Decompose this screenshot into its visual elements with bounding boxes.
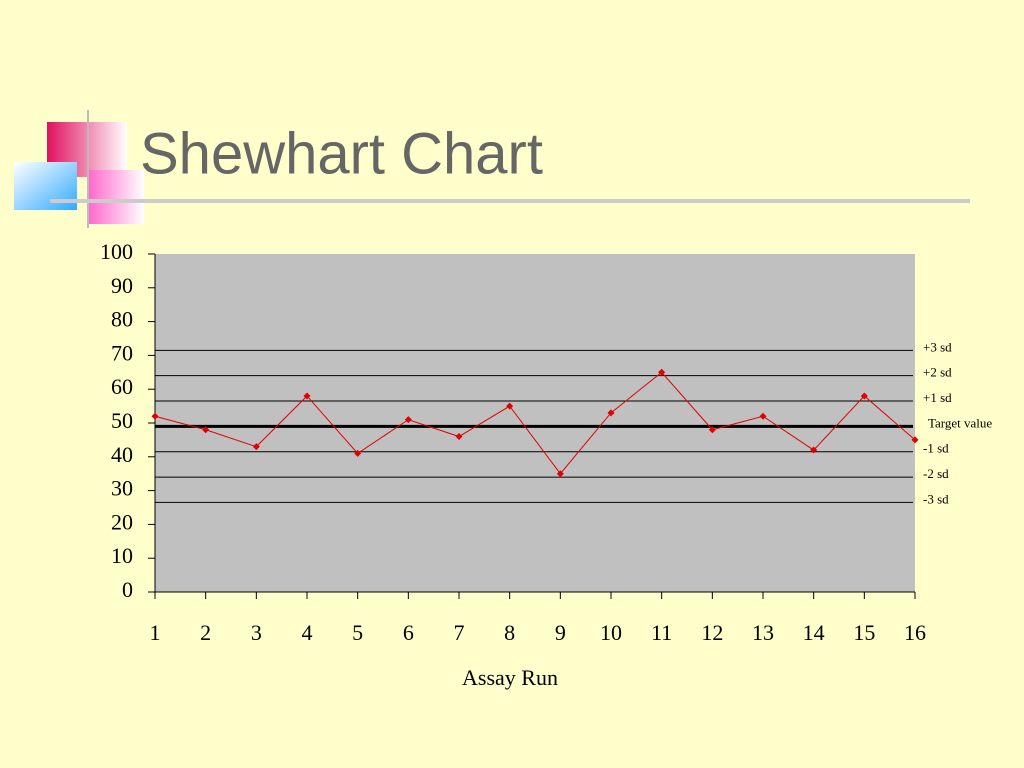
data-point — [455, 433, 463, 441]
x-axis-label: Assay Run — [462, 665, 558, 690]
x-tick-label: 1 — [150, 620, 161, 645]
reference-label: Target value — [928, 415, 992, 430]
data-point — [911, 436, 919, 444]
data-point — [556, 470, 564, 478]
y-tick-label: 50 — [111, 408, 133, 433]
y-tick-label: 10 — [111, 543, 133, 568]
y-tick-label: 0 — [122, 577, 133, 602]
reference-label: +3 sd — [923, 339, 952, 354]
x-tick-label: 12 — [701, 620, 723, 645]
data-point — [810, 446, 818, 454]
data-point — [708, 426, 716, 434]
data-point — [404, 416, 412, 424]
data-point — [860, 392, 868, 400]
data-point — [607, 409, 615, 417]
x-tick-label: 2 — [200, 620, 211, 645]
x-tick-label: 8 — [504, 620, 515, 645]
data-point — [658, 368, 666, 376]
x-tick-label: 5 — [352, 620, 363, 645]
data-point — [506, 402, 514, 410]
reference-label: +2 sd — [923, 365, 952, 380]
decor-square — [88, 170, 144, 224]
reference-label: -1 sd — [923, 441, 949, 456]
chart-title: Shewhart Chart — [140, 121, 543, 186]
reference-label: +1 sd — [923, 390, 952, 405]
x-tick-label: 14 — [803, 620, 825, 645]
x-tick-label: 11 — [651, 620, 672, 645]
x-tick-label: 13 — [752, 620, 774, 645]
reference-label: -3 sd — [923, 491, 949, 506]
plot-area — [155, 254, 915, 592]
x-tick-label: 6 — [403, 620, 414, 645]
data-point — [354, 449, 362, 457]
data-point — [759, 412, 767, 420]
x-tick-label: 9 — [555, 620, 566, 645]
y-tick-label: 70 — [111, 340, 133, 365]
y-tick-label: 60 — [111, 374, 133, 399]
x-tick-label: 16 — [904, 620, 926, 645]
y-tick-label: 100 — [100, 239, 133, 264]
x-tick-label: 10 — [600, 620, 622, 645]
data-point — [151, 412, 159, 420]
x-tick-label: 7 — [454, 620, 465, 645]
data-point — [303, 392, 311, 400]
y-tick-label: 40 — [111, 442, 133, 467]
reference-label: -2 sd — [923, 466, 949, 481]
y-tick-label: 90 — [111, 273, 133, 298]
x-tick-label: 4 — [302, 620, 313, 645]
data-point — [202, 426, 210, 434]
y-tick-label: 30 — [111, 476, 133, 501]
y-tick-label: 80 — [111, 307, 133, 332]
x-tick-label: 15 — [853, 620, 875, 645]
y-tick-label: 20 — [111, 509, 133, 534]
x-tick-label: 3 — [251, 620, 262, 645]
data-line — [154, 371, 916, 475]
data-point — [252, 443, 260, 451]
